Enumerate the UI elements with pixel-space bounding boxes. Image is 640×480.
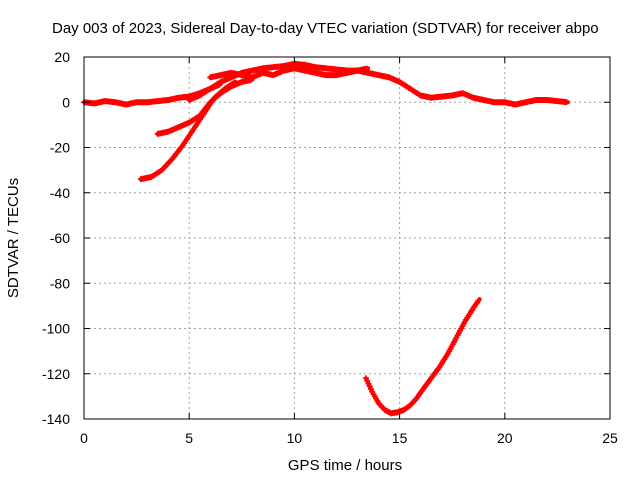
- y-tick-label: 0: [62, 94, 70, 110]
- x-tick-label: 20: [497, 430, 513, 446]
- x-tick-label: 10: [287, 430, 303, 446]
- data-point: [475, 297, 482, 304]
- y-tick-label: -80: [50, 275, 70, 291]
- data-series: [81, 60, 570, 417]
- axis-ticks: 0 5 10 15 20 25 20 0 -20 -40 -60 -80 -100 -120 -140: [42, 49, 618, 446]
- x-tick-label: 15: [392, 430, 408, 446]
- y-tick-label: -140: [42, 411, 70, 427]
- x-tick-label: 0: [80, 430, 88, 446]
- series-track-lower: [362, 297, 482, 417]
- chart-title: Day 003 of 2023, Sidereal Day-to-day VTE…: [52, 20, 599, 37]
- y-tick-label: 20: [54, 49, 70, 65]
- x-tick-label: 25: [602, 430, 618, 446]
- x-axis-title: GPS time / hours: [288, 457, 402, 474]
- data-point: [563, 99, 570, 106]
- y-tick-label: -40: [50, 185, 70, 201]
- y-tick-label: -120: [42, 366, 70, 382]
- series-track-upper-secondary: [207, 65, 371, 81]
- y-tick-label: -60: [50, 230, 70, 246]
- series-track-from-minus-14: [154, 76, 255, 137]
- grid: [84, 57, 610, 419]
- y-tick-label: -100: [42, 321, 70, 337]
- x-tick-label: 5: [185, 430, 193, 446]
- y-tick-label: -20: [50, 140, 70, 156]
- y-axis-title: SDTVAR / TECUs: [5, 178, 22, 298]
- data-point: [363, 65, 370, 72]
